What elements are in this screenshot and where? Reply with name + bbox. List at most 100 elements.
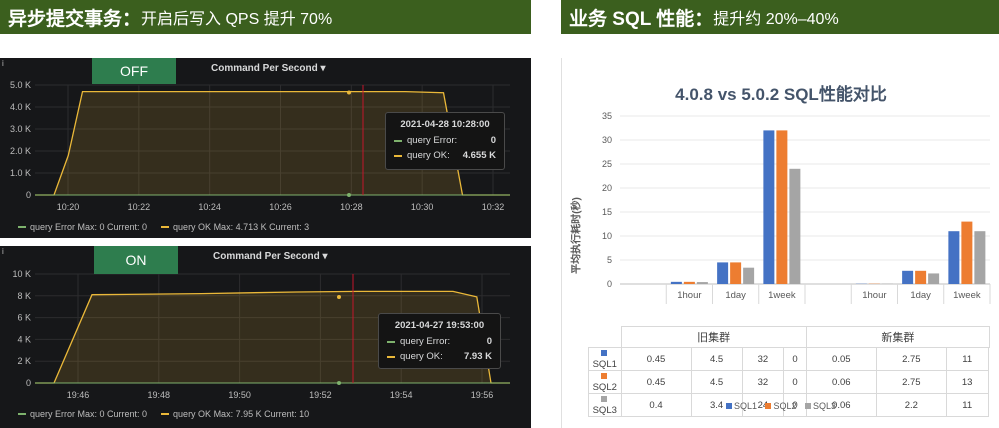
legend-ok-swatch: [161, 413, 170, 415]
y-tick-label: 5.0 K: [10, 80, 31, 90]
grafana-panel-on[interactable]: 10 K 8 K 6 K 4 K 2 K 0 19:46 19:48 19:50 19:52 19:…: [0, 246, 531, 428]
y-tick-label: 25: [602, 159, 612, 169]
legend-error-text[interactable]: query Error Max: 0 Current: 0: [30, 409, 148, 419]
table-cell: 2.75: [875, 347, 947, 371]
x-tick-label: 10:28: [340, 202, 363, 212]
row-label-text: SQL3: [592, 405, 617, 416]
y-tick-label: 10 K: [12, 269, 31, 279]
group-new-cluster: 新集群: [805, 326, 991, 348]
right-banner-subtitle: 提升约 20%–40%: [713, 11, 839, 28]
legend-label: SQL3: [813, 401, 837, 411]
table-cell: 3.4: [690, 393, 743, 417]
table-row: SQL1 0.45 4.5 32 0 0.05 2.75 11: [588, 347, 990, 371]
x-tick-label: 10:22: [128, 202, 151, 212]
x-tick-label: 10:30: [411, 202, 434, 212]
row-label-text: SQL2: [592, 382, 617, 393]
sql2-key: [600, 373, 607, 379]
chart-legend: SQL1 SQL2 SQL3: [562, 401, 999, 411]
panel-info-icon: i: [2, 247, 4, 256]
bar-sql1: [948, 231, 960, 284]
bar-sql2: [730, 262, 742, 284]
hover-point-error: [347, 193, 351, 197]
y-tick-label: 3.0 K: [10, 124, 31, 134]
y-tick-label: 0: [26, 378, 31, 388]
sql2-key: [765, 403, 772, 409]
legend-item-sql2[interactable]: SQL2: [765, 401, 797, 411]
tooltip-ok-label: query OK:: [407, 150, 450, 161]
tooltip-error-row: query Error: 0: [394, 135, 496, 146]
legend-error-swatch: [18, 413, 26, 415]
x-tick-label: 1day: [910, 290, 931, 301]
tooltip-ok-value: 7.93 K: [464, 351, 492, 362]
off-badge: OFF: [92, 58, 176, 84]
left-banner-title: 异步提交事务：: [8, 8, 142, 30]
y-tick-label: 0: [607, 279, 612, 289]
x-tick-label: 1hour: [862, 290, 886, 301]
y-tick-label: 1.0 K: [10, 168, 31, 178]
table-cell: 0: [783, 370, 807, 394]
table-row: SQL3 0.4 3.4 24 0 0.06 2.2 11: [588, 393, 990, 417]
grafana-panel-off[interactable]: 5.0 K 4.0 K 3.0 K 2.0 K 1.0 K 0 10:20 10:22 10:2…: [0, 58, 531, 238]
group-row: 旧集群 新集群: [589, 326, 991, 348]
x-tick-label: 1day: [725, 290, 746, 301]
sql1-key: [725, 403, 732, 409]
table-cell: 32: [741, 370, 785, 394]
panel-info-icon: i: [2, 59, 4, 68]
bar-sql3: [696, 282, 708, 284]
legend-ok-swatch: [161, 226, 170, 228]
sql-performance-chart: 4.0.8 vs 5.0.2 SQL性能对比 平均执行耗时(秒) 35 30 25 2…: [561, 58, 999, 428]
table-cell: 0.06: [805, 370, 877, 394]
y-tick-label: 2.0 K: [10, 146, 31, 156]
table-cell: 0: [783, 347, 807, 371]
x-tick-label: 1hour: [677, 290, 701, 301]
hover-point-error: [337, 381, 341, 385]
legend-ok-text[interactable]: query OK Max: 4.713 K Current: 3: [173, 222, 310, 232]
hover-point-ok: [347, 90, 351, 95]
x-tick-label: 19:48: [148, 390, 171, 400]
right-banner: 业务 SQL 性能： 提升约 20%–40%: [561, 0, 999, 34]
right-banner-title: 业务 SQL 性能：: [569, 8, 714, 30]
table-cell: 4.5: [690, 370, 743, 394]
sql3-key: [805, 403, 812, 409]
x-tick-label: 10:32: [482, 202, 505, 212]
left-banner: 异步提交事务： 开启后写入 QPS 提升 70%: [0, 0, 531, 34]
bar-sql1: [670, 281, 682, 284]
y-tick-label: 30: [602, 135, 612, 145]
legend-ok-text[interactable]: query OK Max: 7.95 K Current: 10: [173, 409, 310, 419]
bar-sql1: [717, 262, 729, 284]
chevron-down-icon[interactable]: ▾: [322, 251, 328, 262]
table-cell: 0.45: [620, 347, 692, 371]
on-badge: ON: [94, 246, 178, 274]
panel-on-legend: query Error Max: 0 Current: 0 query OK M…: [18, 409, 309, 419]
chart-data-table: 旧集群 新集群 SQL1 0.45 4.5 32 0 0.05 2.75 11 …: [588, 326, 991, 417]
panel-on-tooltip: 2021-04-27 19:53:00 query Error: 0 query …: [378, 313, 501, 369]
x-tick-label: 10:26: [269, 202, 292, 212]
table-cell: 13: [945, 370, 989, 394]
legend-label: SQL1: [733, 401, 757, 411]
sql1-key: [600, 350, 607, 356]
panel-on-title[interactable]: Command Per Second ▾: [213, 251, 328, 262]
ok-swatch: [387, 355, 395, 358]
bar-sql2: [683, 281, 695, 284]
x-tick-label: 19:46: [67, 390, 90, 400]
bar-sql1: [763, 130, 775, 284]
sql3-key: [600, 396, 607, 402]
x-tick-label: 19:52: [309, 390, 332, 400]
chevron-down-icon[interactable]: ▾: [320, 63, 326, 74]
panel-off-tooltip: 2021-04-28 10:28:00 query Error: 0 query …: [385, 112, 505, 170]
panel-off-title[interactable]: Command Per Second ▾: [211, 63, 326, 74]
bar-sql2: [915, 270, 927, 284]
legend-error-text[interactable]: query Error Max: 0 Current: 0: [30, 222, 148, 232]
tooltip-error-row: query Error: 0: [387, 336, 492, 347]
legend-item-sql3[interactable]: SQL3: [805, 401, 836, 411]
row-label-text: SQL1: [592, 359, 617, 370]
bar-sql3: [974, 231, 986, 284]
legend-error-swatch: [18, 226, 26, 228]
table-cell: 0.06: [805, 393, 877, 417]
tooltip-error-label: query Error:: [400, 336, 451, 347]
row-label: SQL1: [588, 347, 622, 371]
table-cell: 11: [945, 393, 989, 417]
y-tick-label: 35: [602, 111, 612, 121]
legend-item-sql1[interactable]: SQL1: [725, 401, 757, 411]
table-cell: 24: [741, 393, 785, 417]
